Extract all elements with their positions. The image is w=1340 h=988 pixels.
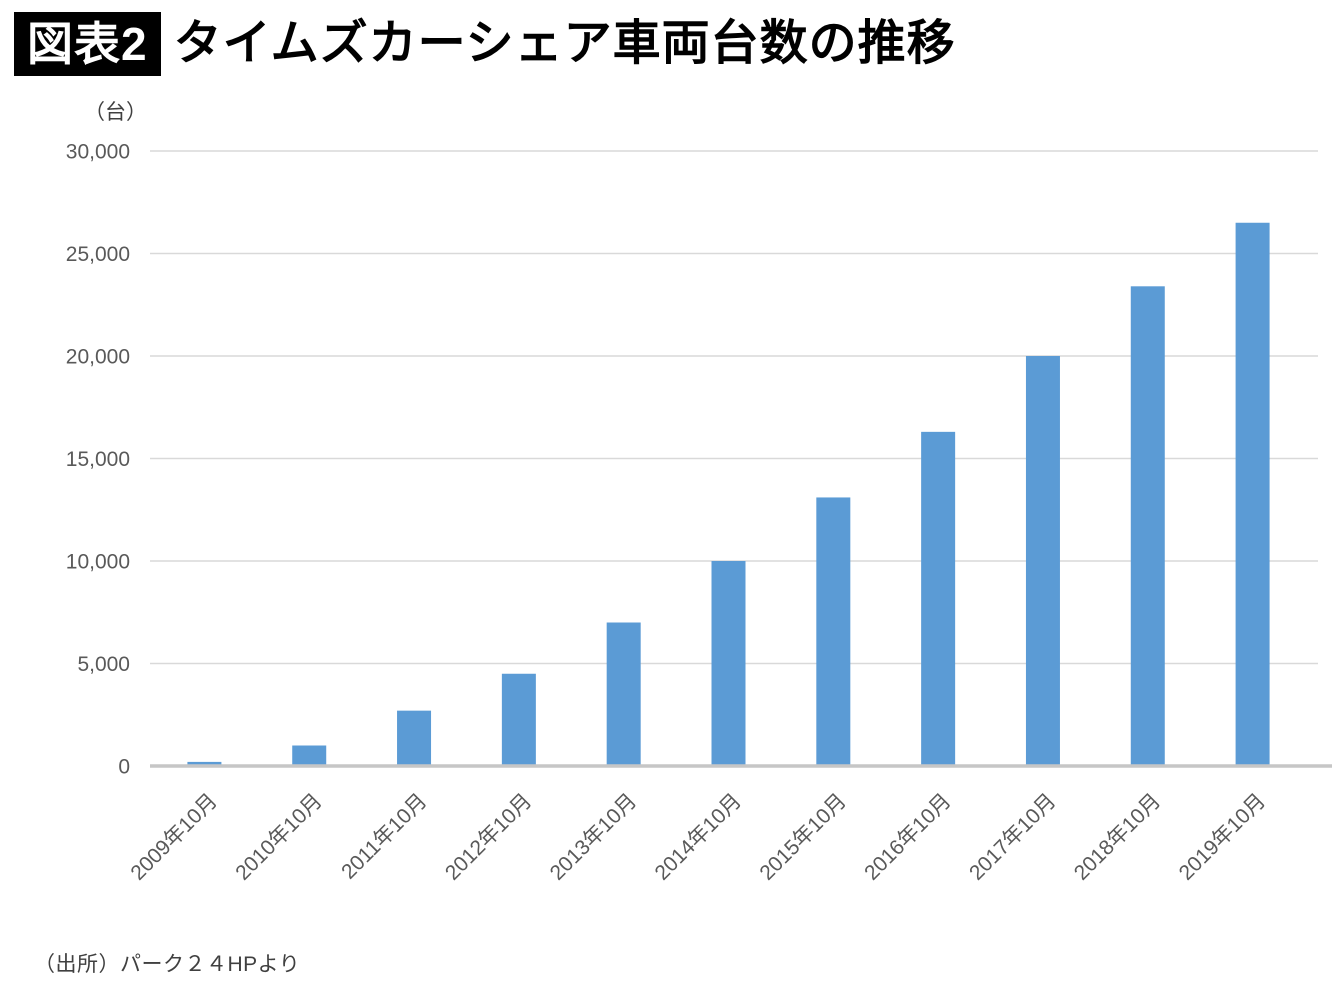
y-axis-tick-label: 0: [118, 756, 130, 779]
x-axis-tick-label: 2014年10月: [651, 789, 747, 885]
bar: [187, 761, 222, 766]
bar: [1130, 286, 1165, 766]
bar: [816, 497, 851, 766]
y-axis-tick-label: 30,000: [66, 141, 130, 164]
y-axis-tick-label: 20,000: [66, 346, 130, 369]
x-axis-tick-label: 2018年10月: [1070, 789, 1166, 885]
y-axis-tick-label: 10,000: [66, 551, 130, 574]
bar: [397, 710, 432, 766]
bar: [921, 431, 956, 766]
x-axis-tick-label: 2019年10月: [1175, 789, 1271, 885]
y-axis-unit-label: （台）: [84, 101, 147, 124]
x-axis-tick-label: 2017年10月: [965, 789, 1061, 885]
bar: [1235, 222, 1270, 766]
x-axis-tick-label: 2013年10月: [546, 789, 642, 885]
figure-badge: 図表2: [14, 12, 161, 76]
bar: [292, 745, 327, 766]
bar: [1025, 356, 1060, 766]
x-axis-tick-label: 2010年10月: [231, 789, 327, 885]
x-axis-tick-label: 2016年10月: [860, 789, 956, 885]
bar: [711, 561, 746, 766]
x-axis-tick-label: 2015年10月: [755, 789, 851, 885]
bar: [606, 622, 641, 766]
y-axis-tick-label: 25,000: [66, 243, 130, 266]
x-axis-tick-label: 2011年10月: [337, 789, 431, 883]
x-axis-tick-label: 2012年10月: [441, 789, 537, 885]
y-axis-tick-label: 5,000: [77, 653, 130, 676]
x-axis-tick-label: 2009年10月: [126, 789, 222, 885]
source-note: （出所）パーク２４HPより: [34, 953, 301, 976]
page-title: タイムズカーシェア車両台数の推移: [173, 17, 956, 70]
y-axis-tick-label: 15,000: [66, 448, 130, 471]
chart-header: 図表2 タイムズカーシェア車両台数の推移: [14, 12, 956, 76]
bar: [501, 673, 536, 766]
